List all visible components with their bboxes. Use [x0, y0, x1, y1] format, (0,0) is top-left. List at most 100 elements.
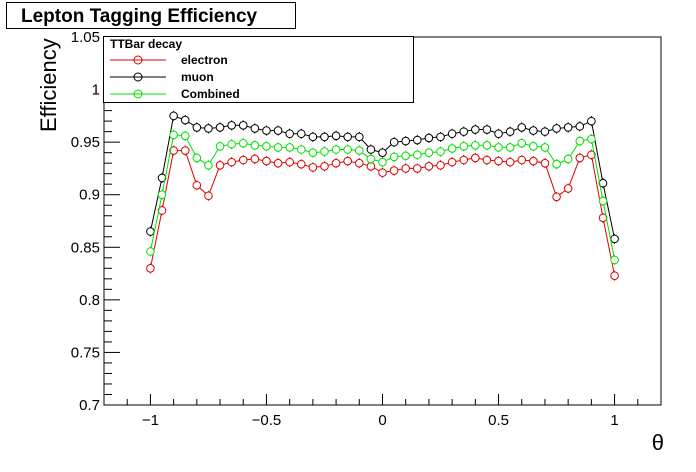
- data-point-combined: [296, 145, 306, 154]
- x-axis-title: θ: [652, 430, 664, 455]
- y-tick-label: 0.75: [71, 344, 100, 361]
- data-point-combined: [552, 159, 561, 169]
- data-point-electron: [424, 162, 434, 171]
- data-point-combined: [389, 152, 399, 162]
- data-point-electron: [331, 158, 341, 168]
- axis-ticks: −1 −0.5 0 0.5 1 0.7 0.75 0.8 0.85 0.9 0.95 1 1.05: [71, 29, 662, 429]
- data-point-electron: [471, 153, 480, 163]
- data-point-combined: [238, 138, 248, 148]
- y-tick-label: 0.8: [79, 292, 100, 309]
- legend-title: TTBar decay: [110, 37, 183, 51]
- data-point-combined: [401, 151, 411, 161]
- data-point-combined: [540, 143, 550, 152]
- data-point-muon: [227, 121, 236, 130]
- data-point-electron: [343, 156, 352, 166]
- data-point-muon: [378, 148, 387, 157]
- data-point-muon: [459, 127, 469, 136]
- data-point-combined: [587, 134, 596, 144]
- chart-title: Lepton Tagging Efficiency: [21, 6, 258, 27]
- data-point-electron: [482, 155, 492, 165]
- data-point-electron: [587, 150, 596, 160]
- data-point-muon: [587, 116, 596, 126]
- data-point-combined: [157, 190, 167, 200]
- data-point-electron: [389, 166, 399, 175]
- data-point-electron: [378, 168, 387, 177]
- data-point-muon: [471, 125, 480, 134]
- data-point-electron: [563, 184, 573, 193]
- data-point-combined: [447, 144, 457, 153]
- data-point-muon: [540, 127, 550, 136]
- data-point-electron: [169, 146, 178, 155]
- series-layer: [146, 110, 619, 281]
- data-point-muon: [215, 123, 225, 132]
- data-point-electron: [273, 158, 283, 168]
- data-point-muon: [192, 123, 202, 132]
- legend-marker-electron: [110, 55, 166, 65]
- y-axis-title: Efficiency: [36, 38, 61, 132]
- data-point-muon: [517, 123, 527, 132]
- data-point-electron: [308, 163, 318, 172]
- data-point-muon: [575, 122, 585, 131]
- data-point-combined: [366, 154, 376, 164]
- data-point-muon: [331, 131, 341, 141]
- data-point-combined: [378, 157, 387, 167]
- data-point-muon: [413, 135, 422, 145]
- data-point-combined: [575, 136, 585, 146]
- data-point-combined: [436, 147, 445, 156]
- data-point-electron: [296, 159, 306, 169]
- data-point-electron: [436, 160, 445, 170]
- x-tick-label: −0.5: [252, 412, 282, 429]
- data-point-muon: [157, 173, 167, 183]
- data-point-combined: [413, 150, 422, 160]
- data-point-muon: [204, 124, 213, 133]
- x-tick-label: −1: [142, 412, 159, 429]
- legend-label-electron: electron: [181, 53, 228, 67]
- data-point-combined: [563, 154, 573, 164]
- data-point-combined: [250, 140, 260, 150]
- data-point-electron: [215, 160, 225, 170]
- data-point-combined: [262, 142, 271, 151]
- data-point-electron: [354, 158, 364, 168]
- data-point-combined: [517, 138, 527, 148]
- data-point-combined: [273, 143, 283, 152]
- y-tick-label: 0.9: [79, 187, 100, 204]
- data-point-combined: [459, 142, 469, 151]
- data-point-electron: [529, 156, 538, 166]
- data-point-muon: [320, 132, 329, 142]
- series-muon: [146, 110, 619, 244]
- data-point-electron: [262, 156, 271, 166]
- data-point-combined: [471, 140, 480, 150]
- data-point-muon: [401, 136, 411, 146]
- data-point-combined: [598, 196, 608, 206]
- data-point-muon: [424, 133, 434, 143]
- data-point-muon: [180, 115, 190, 125]
- data-point-muon: [146, 227, 155, 236]
- data-point-combined: [204, 160, 213, 170]
- data-point-combined: [482, 140, 492, 150]
- legend-marker-combined: [110, 89, 166, 99]
- data-point-muon: [529, 126, 538, 135]
- y-tick-label: 0.85: [71, 239, 100, 256]
- data-point-muon: [250, 124, 260, 133]
- data-point-combined: [331, 145, 341, 154]
- data-point-muon: [273, 126, 283, 135]
- data-point-combined: [505, 143, 515, 152]
- x-tick-label: 0.5: [488, 412, 509, 429]
- data-point-electron: [552, 192, 561, 202]
- data-point-muon: [366, 145, 376, 154]
- data-point-electron: [204, 191, 213, 201]
- data-point-electron: [505, 157, 515, 167]
- data-point-muon: [354, 132, 364, 142]
- data-point-combined: [215, 142, 225, 151]
- data-point-muon: [552, 124, 561, 133]
- data-point-electron: [540, 158, 550, 168]
- data-point-combined: [529, 142, 538, 151]
- data-point-electron: [250, 154, 260, 164]
- data-point-combined: [494, 143, 503, 152]
- data-point-muon: [436, 132, 445, 142]
- data-point-electron: [320, 162, 329, 171]
- data-point-muon: [563, 123, 573, 132]
- series-electron: [146, 145, 619, 281]
- data-point-muon: [238, 121, 248, 130]
- data-point-muon: [308, 132, 318, 142]
